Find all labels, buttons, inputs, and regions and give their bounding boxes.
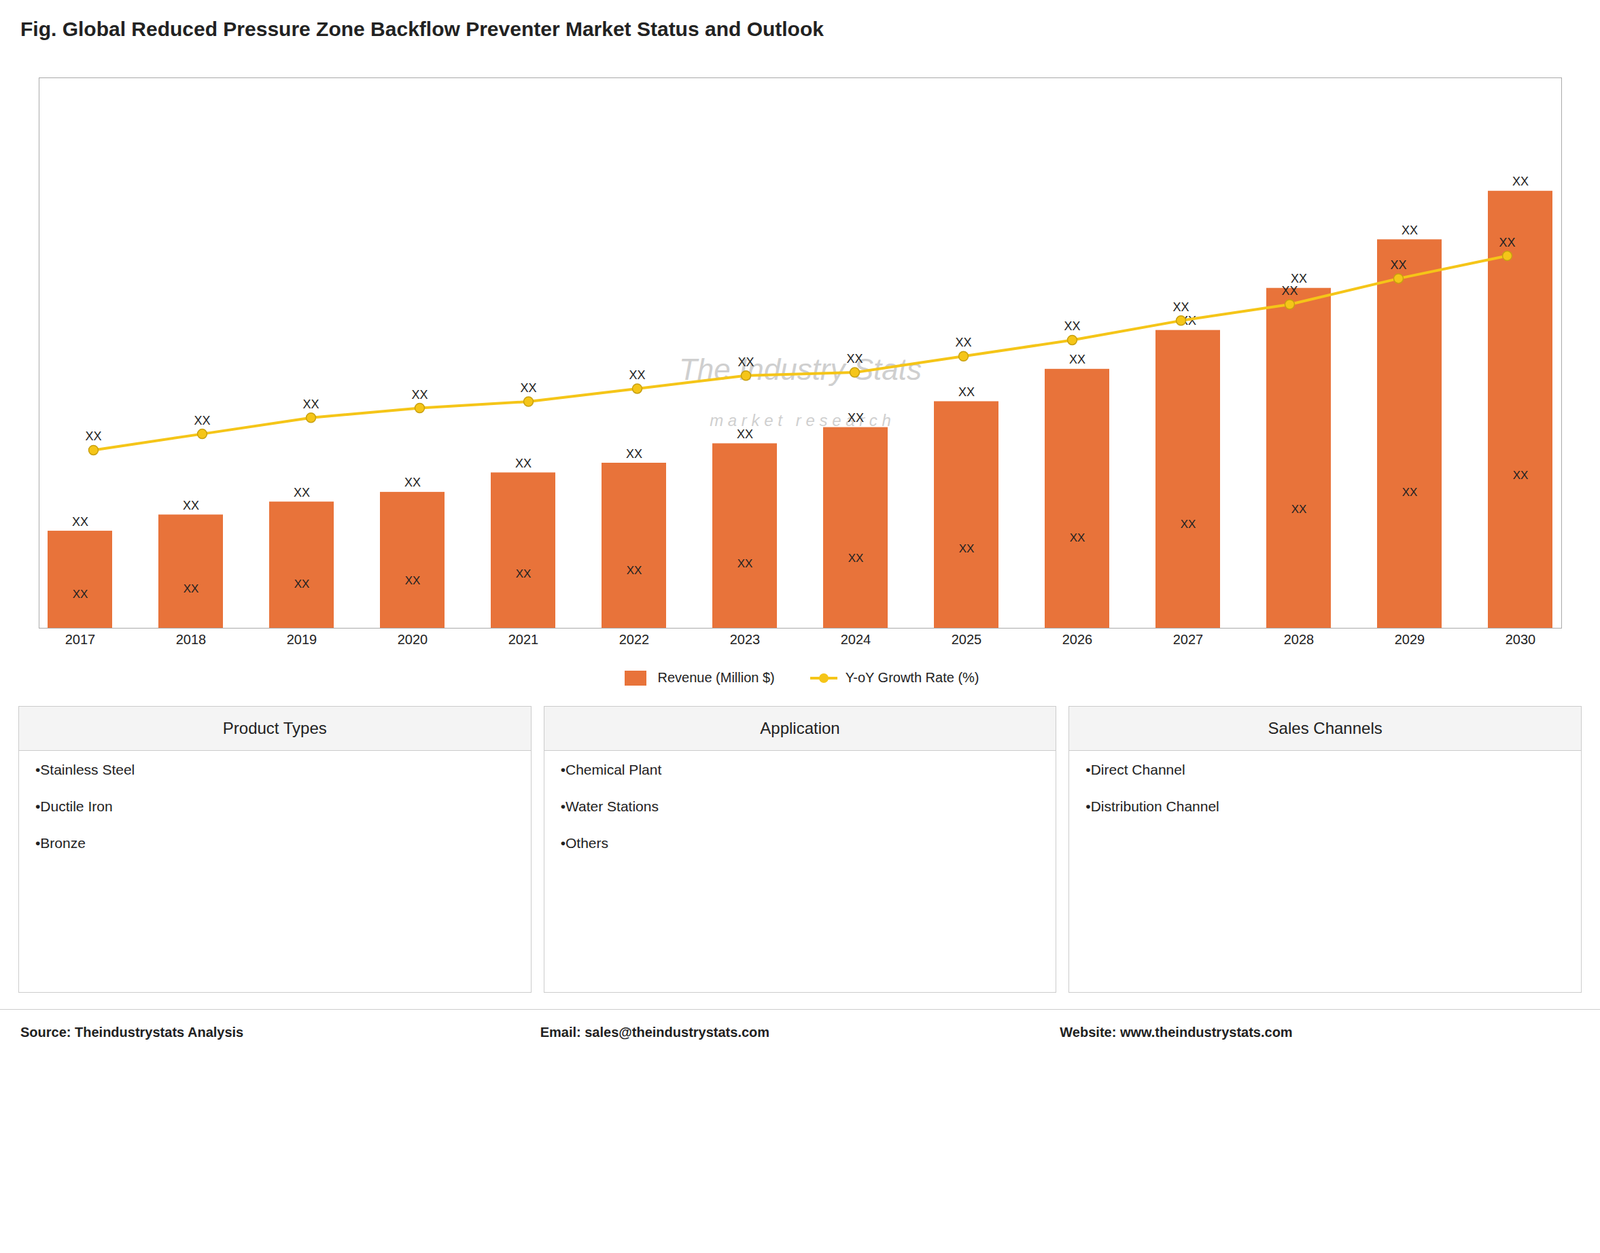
svg-text:2018: 2018 bbox=[176, 632, 207, 648]
svg-text:XX: XX bbox=[515, 567, 532, 581]
svg-text:XX: XX bbox=[1512, 174, 1529, 189]
svg-text:XX: XX bbox=[72, 515, 89, 529]
svg-text:XX: XX bbox=[405, 574, 421, 588]
svg-text:XX: XX bbox=[954, 335, 972, 350]
svg-text:2026: 2026 bbox=[1062, 632, 1093, 648]
html-text:Revenue (Million $): Revenue (Million $) bbox=[657, 670, 775, 686]
svg-text:XX: XX bbox=[72, 587, 89, 601]
html-text:•Ductile Iron: •Ductile Iron bbox=[35, 798, 113, 815]
svg-text:XX: XX bbox=[1172, 300, 1189, 315]
svg-text:XX: XX bbox=[847, 411, 864, 425]
svg-text:m a r k e t r e s e a r c h: m a r k e t r e s e a r c h bbox=[709, 411, 892, 430]
svg-text:XX: XX bbox=[737, 355, 754, 370]
html-text:Fig. Global Reduced Pressure Z: Fig. Global Reduced Pressure Zone Backfl… bbox=[20, 17, 824, 41]
html-text:Email: sales@theindustrystats.: Email: sales@theindustrystats.com bbox=[540, 1024, 770, 1040]
svg-text:2029: 2029 bbox=[1394, 632, 1426, 648]
svg-text:XX: XX bbox=[1069, 531, 1086, 545]
svg-text:XX: XX bbox=[1063, 319, 1081, 334]
svg-text:2028: 2028 bbox=[1283, 632, 1315, 648]
svg-text:2024: 2024 bbox=[840, 632, 872, 648]
svg-text:XX: XX bbox=[84, 429, 102, 444]
html-text:Website: www.theindustrystats.: Website: www.theindustrystats.com bbox=[1059, 1024, 1293, 1040]
html-text:•Bronze: •Bronze bbox=[35, 835, 86, 851]
svg-text:2020: 2020 bbox=[397, 632, 429, 648]
svg-text:XX: XX bbox=[625, 447, 643, 461]
svg-text:XX: XX bbox=[1290, 272, 1308, 286]
html-text:Sales Channels: Sales Channels bbox=[1268, 719, 1383, 738]
svg-text:XX: XX bbox=[182, 498, 200, 513]
svg-text:XX: XX bbox=[293, 485, 310, 500]
html-text:•Water Stations: •Water Stations bbox=[560, 798, 659, 815]
svg-text:XX: XX bbox=[1069, 352, 1086, 367]
html-text:•Others: •Others bbox=[560, 835, 609, 851]
svg-text:XX: XX bbox=[1498, 235, 1516, 250]
html-text:Y-oY Growth Rate (%): Y-oY Growth Rate (%) bbox=[845, 670, 980, 686]
svg-text:The Industry Stats: The Industry Stats bbox=[679, 352, 922, 386]
svg-text:XX: XX bbox=[1401, 223, 1418, 238]
html-text:•Chemical Plant: •Chemical Plant bbox=[560, 761, 662, 778]
html-text:Product Types: Product Types bbox=[222, 719, 327, 738]
html-text:•Distribution Channel: •Distribution Channel bbox=[1085, 798, 1220, 815]
svg-text:XX: XX bbox=[411, 388, 428, 402]
svg-text:XX: XX bbox=[628, 368, 646, 382]
svg-text:XX: XX bbox=[519, 381, 537, 395]
svg-text:XX: XX bbox=[848, 551, 864, 565]
svg-text:XX: XX bbox=[294, 577, 310, 591]
html-text:•Stainless Steel: •Stainless Steel bbox=[35, 761, 135, 778]
html-text:Application: Application bbox=[760, 719, 840, 738]
svg-text:XX: XX bbox=[404, 475, 421, 490]
svg-text:XX: XX bbox=[736, 427, 754, 442]
svg-text:2017: 2017 bbox=[65, 632, 96, 648]
svg-text:XX: XX bbox=[1389, 258, 1407, 272]
svg-text:XX: XX bbox=[846, 352, 863, 366]
svg-text:XX: XX bbox=[1281, 284, 1298, 298]
svg-text:2027: 2027 bbox=[1173, 632, 1204, 648]
html-text:Source: Theindustrystats Analy: Source: Theindustrystats Analysis bbox=[20, 1024, 244, 1040]
svg-text:XX: XX bbox=[959, 542, 975, 556]
html-text:•Direct Channel: •Direct Channel bbox=[1085, 761, 1186, 778]
svg-text:2025: 2025 bbox=[951, 632, 983, 648]
svg-text:XX: XX bbox=[626, 564, 643, 578]
svg-text:XX: XX bbox=[1402, 485, 1418, 499]
svg-text:XX: XX bbox=[193, 413, 211, 428]
svg-text:XX: XX bbox=[958, 385, 975, 399]
svg-text:2022: 2022 bbox=[619, 632, 650, 648]
svg-text:XX: XX bbox=[183, 582, 200, 596]
svg-text:2021: 2021 bbox=[508, 632, 539, 648]
svg-text:2023: 2023 bbox=[729, 632, 761, 648]
svg-text:XX: XX bbox=[515, 456, 532, 471]
svg-text:XX: XX bbox=[1291, 502, 1308, 516]
svg-text:XX: XX bbox=[1512, 468, 1529, 482]
svg-text:2019: 2019 bbox=[286, 632, 318, 648]
svg-text:XX: XX bbox=[737, 557, 754, 571]
svg-text:XX: XX bbox=[1180, 517, 1197, 531]
svg-text:2030: 2030 bbox=[1505, 632, 1537, 648]
svg-text:XX: XX bbox=[302, 397, 319, 412]
